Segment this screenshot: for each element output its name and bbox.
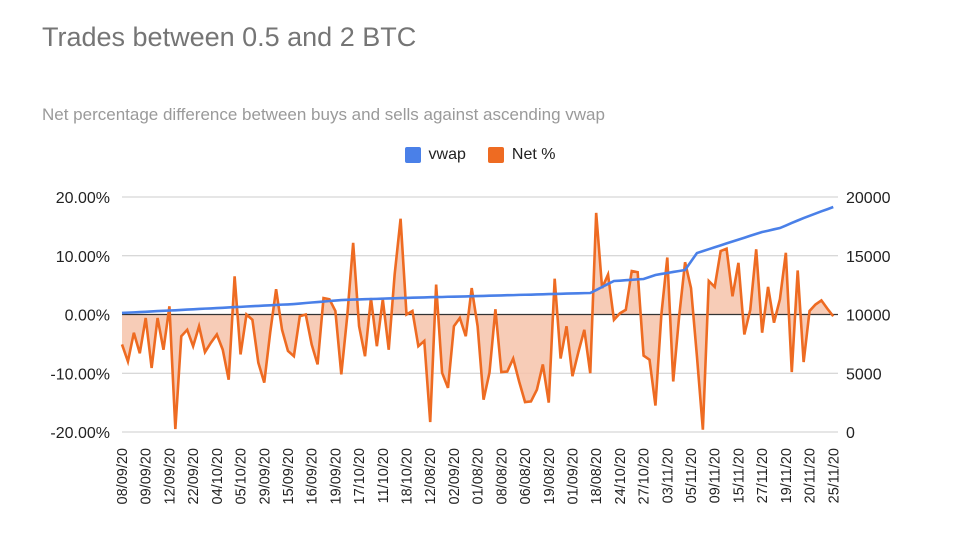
legend-label-vwap: vwap <box>428 146 466 163</box>
x-tick-label: 09/09/20 <box>139 448 155 504</box>
x-tick-label: 27/11/20 <box>755 448 771 503</box>
x-tick-label: 12/09/20 <box>162 448 178 504</box>
left-tick-label: 10.00% <box>56 249 110 266</box>
x-tick-label: 12/08/20 <box>423 448 439 504</box>
x-tick-label: 09/11/20 <box>708 448 724 503</box>
chart-title: Trades between 0.5 and 2 BTC <box>42 22 417 52</box>
x-tick-label: 19/08/20 <box>542 448 558 504</box>
chart-subtitle: Net percentage difference between buys a… <box>42 105 605 124</box>
right-tick-label: 10000 <box>846 308 891 325</box>
x-tick-label: 01/09/20 <box>565 448 581 504</box>
left-tick-label: -10.00% <box>50 366 110 383</box>
x-tick-label: 15/09/20 <box>281 448 297 504</box>
x-tick-label: 08/09/20 <box>115 448 131 504</box>
x-tick-label: 05/11/20 <box>684 448 700 503</box>
x-tick-label: 17/10/20 <box>352 448 368 504</box>
x-tick-label: 25/11/20 <box>826 448 842 503</box>
left-tick-label: 0.00% <box>65 308 110 325</box>
right-tick-label: 5000 <box>846 366 882 383</box>
left-tick-label: 20.00% <box>56 190 110 207</box>
left-tick-label: -20.00% <box>50 425 110 442</box>
x-tick-label: 22/09/20 <box>186 448 202 504</box>
x-tick-label: 01/08/20 <box>471 448 487 504</box>
right-tick-label: 15000 <box>846 249 891 266</box>
x-tick-label: 18/10/20 <box>400 448 416 504</box>
x-tick-label: 03/11/20 <box>660 448 676 503</box>
x-tick-label: 06/08/20 <box>518 448 534 504</box>
x-tick-label: 27/10/20 <box>637 448 653 504</box>
x-tick-label: 15/11/20 <box>731 448 747 503</box>
right-tick-label: 20000 <box>846 190 891 207</box>
legend-swatch-net <box>487 147 504 163</box>
legend-label-net: Net % <box>511 146 556 163</box>
x-tick-label: 08/08/20 <box>494 448 510 504</box>
x-tick-label: 04/10/20 <box>210 448 226 504</box>
legend-item-net[interactable]: Net % <box>487 146 556 164</box>
x-tick-label: 18/08/20 <box>589 448 605 504</box>
legend-item-vwap[interactable]: vwap <box>404 146 466 164</box>
x-tick-label: 19/11/20 <box>779 448 795 503</box>
x-tick-label: 05/10/20 <box>234 448 250 504</box>
right-tick-label: 0 <box>846 425 855 442</box>
legend-swatch-vwap <box>404 147 421 163</box>
x-tick-label: 11/10/20 <box>376 448 392 503</box>
x-tick-label: 16/09/20 <box>305 448 321 504</box>
x-tick-label: 02/09/20 <box>447 448 463 504</box>
x-tick-label: 29/09/20 <box>257 448 273 504</box>
x-tick-label: 19/09/20 <box>328 448 344 504</box>
legend: vwap Net % <box>0 146 960 164</box>
x-tick-label: 20/11/20 <box>803 448 819 503</box>
x-tick-label: 24/10/20 <box>613 448 629 504</box>
